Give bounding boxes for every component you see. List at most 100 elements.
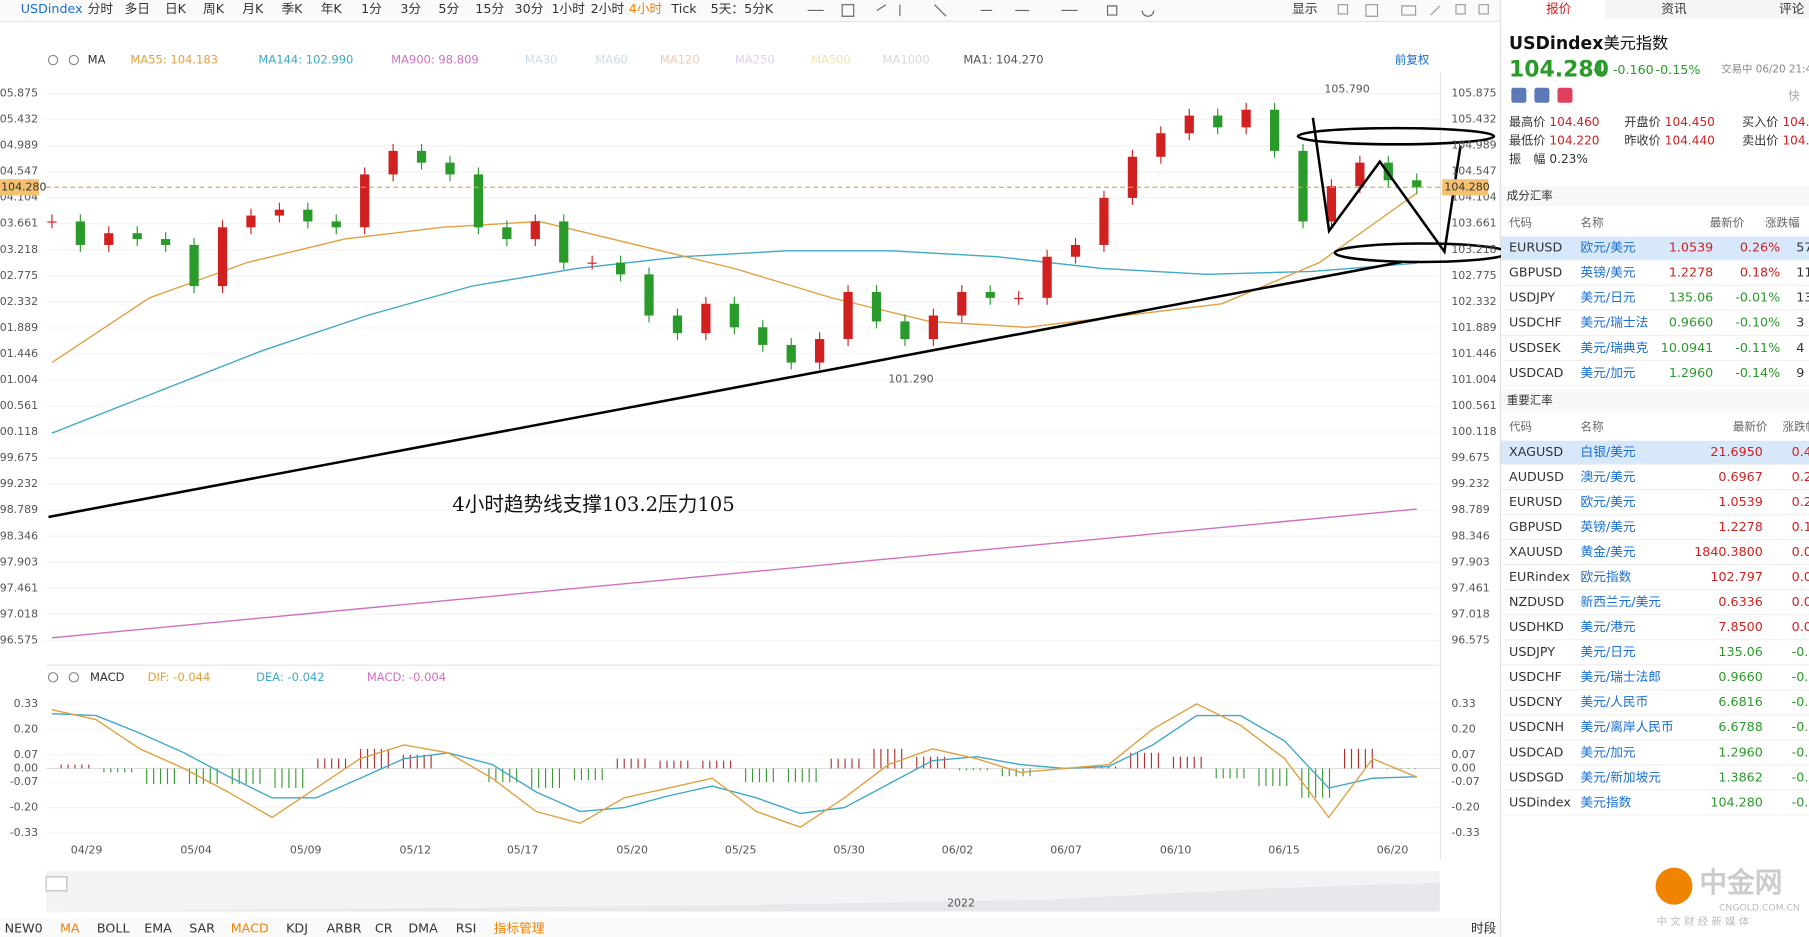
tool-icon[interactable] (934, 4, 993, 17)
period-tab[interactable]: 2小时 (591, 1, 625, 16)
cell-code[interactable]: USDCHF (1509, 669, 1562, 684)
quick-icon[interactable] (1557, 87, 1573, 103)
macd-tick: -0.33 (1451, 826, 1479, 839)
period-tab[interactable]: 4小时 (629, 1, 663, 16)
ma-value[interactable]: MA500 (811, 53, 851, 67)
indicator-tab[interactable]: MACD (231, 920, 269, 935)
ma-value[interactable]: MA900: 98.809 (391, 53, 479, 67)
period-tab[interactable]: 年K (321, 1, 343, 16)
tool-icon[interactable] (1365, 4, 1379, 17)
cell-code[interactable]: USDCAD (1509, 744, 1564, 759)
period-tab[interactable]: 30分 (515, 1, 544, 16)
period-tab[interactable]: 3分 (400, 1, 421, 16)
adjust[interactable]: 前复权 (1395, 53, 1430, 67)
indicator-tab[interactable]: CR (375, 920, 393, 935)
indicator-tab[interactable]: EMA (144, 920, 172, 935)
indicator-tab[interactable]: DMA (408, 920, 438, 935)
tool-icon[interactable] (876, 4, 901, 17)
cell-change: -0.1 (1792, 669, 1809, 684)
period-tab[interactable]: 季K (282, 1, 304, 16)
settings-icon[interactable] (47, 54, 59, 66)
panel-tab[interactable]: 资讯 (1661, 1, 1687, 16)
ma-value[interactable]: MA1: 104.270 (963, 53, 1043, 67)
period-tab[interactable]: 月K (242, 1, 264, 16)
period-tab[interactable]: Tick (670, 1, 697, 16)
y-tick-label: 104.989 (1451, 139, 1496, 152)
panel-tab[interactable]: 报价 (1546, 1, 1572, 16)
ma-value[interactable]: MA30 (525, 53, 557, 67)
cell-code[interactable]: NZDUSD (1509, 594, 1564, 609)
quick-icon[interactable] (1534, 87, 1550, 103)
tool-icon[interactable] (1455, 4, 1466, 15)
period-tab[interactable]: 1分 (361, 1, 382, 16)
indicator-tab[interactable]: 指标管理 (494, 920, 545, 935)
display-menu[interactable]: 显示 (1292, 1, 1317, 16)
settings-icon[interactable] (47, 672, 59, 683)
cell-code[interactable]: GBPUSD (1509, 519, 1563, 534)
close-icon[interactable] (68, 54, 80, 66)
candle (1298, 150, 1308, 222)
stat: 104.450 (1665, 115, 1715, 129)
ma-label[interactable]: MA (88, 53, 106, 67)
cell-code[interactable]: EURUSD (1509, 494, 1562, 509)
candle (871, 292, 882, 322)
cell-code[interactable]: USDCNH (1509, 719, 1564, 734)
period-button[interactable]: 时段 (1471, 920, 1497, 935)
cell-code[interactable]: AUDUSD (1509, 469, 1564, 484)
tool-icon[interactable] (1478, 4, 1489, 15)
indicator-tab[interactable]: KDJ (286, 920, 308, 935)
cell-name: 白银/美元 (1581, 444, 1636, 459)
macd-label[interactable]: MACD (90, 670, 125, 684)
panel-tab[interactable]: 评论 (1779, 1, 1805, 16)
period-tab[interactable]: 多日 (125, 1, 150, 16)
indicator-tab[interactable]: BOLL (97, 920, 130, 935)
period-tab[interactable]: 周K (203, 1, 225, 16)
indicator-tab[interactable]: ARBR (326, 920, 361, 935)
col-header: 涨跌幅 (1782, 419, 1809, 433)
cell-code[interactable]: EURUSD (1509, 240, 1562, 255)
period-tab[interactable]: 分时 (88, 1, 114, 16)
tool-icon[interactable] (841, 4, 855, 17)
cell-code[interactable]: USDindex (1509, 794, 1571, 809)
indicator-tab[interactable]: MA (60, 920, 80, 935)
quick-icon[interactable] (1511, 87, 1527, 103)
tool-icon[interactable] (1430, 5, 1441, 16)
ma-value[interactable]: MA144: 102.990 (258, 53, 353, 67)
cell-code[interactable]: USDCNY (1509, 694, 1562, 709)
cell-name: 英镑/美元 (1581, 519, 1636, 534)
ma-value[interactable]: MA250 (735, 53, 775, 67)
tool-icon[interactable] (1337, 4, 1349, 15)
cell-code[interactable]: USDHKD (1509, 619, 1564, 634)
ma-value[interactable]: MA55: 104.183 (130, 53, 218, 67)
cell-code[interactable]: XAUUSD (1509, 544, 1563, 559)
logo-slogan: 中 文 财 经 新 媒 体 (1657, 915, 1750, 928)
tool-icon[interactable] (1141, 10, 1155, 17)
period-tab[interactable]: 15分 (475, 1, 504, 16)
indicator-tab[interactable]: RSI (456, 920, 477, 935)
cell-code[interactable]: USDCAD (1509, 365, 1564, 380)
tool-icon[interactable] (1106, 5, 1118, 16)
symbol[interactable]: USDindex (21, 1, 83, 16)
ma-value[interactable]: MA60 (595, 53, 627, 67)
ma-value[interactable]: MA1000 (883, 53, 930, 67)
close-icon[interactable] (68, 672, 80, 683)
stat: 104.440 (1665, 133, 1715, 147)
cell-code[interactable]: USDCHF (1509, 315, 1562, 330)
cell-code[interactable]: USDSEK (1509, 340, 1561, 355)
nav-handle[interactable] (45, 876, 68, 892)
cell-code[interactable]: EURindex (1509, 569, 1570, 584)
period-tab[interactable]: 5分 (438, 1, 459, 16)
indicator-tab[interactable]: SAR (189, 920, 215, 935)
period-tab[interactable]: 1小时 (551, 1, 585, 16)
indicator-tab[interactable]: NEW0 (5, 920, 43, 935)
cell-code[interactable]: USDJPY (1509, 644, 1555, 659)
cell-code[interactable]: GBPUSD (1509, 265, 1563, 280)
cell-name: 美元/瑞士法郎 (1581, 669, 1661, 684)
cell-code[interactable]: XAGUSD (1509, 444, 1563, 459)
ma-value[interactable]: MA120 (660, 53, 700, 67)
tool-icon[interactable] (1401, 5, 1417, 16)
cell-code[interactable]: USDJPY (1509, 290, 1555, 305)
period-tab[interactable]: 日K (165, 1, 187, 16)
cell-code[interactable]: USDSGD (1509, 769, 1564, 784)
period-tab[interactable]: 5天：5分K (711, 1, 774, 16)
